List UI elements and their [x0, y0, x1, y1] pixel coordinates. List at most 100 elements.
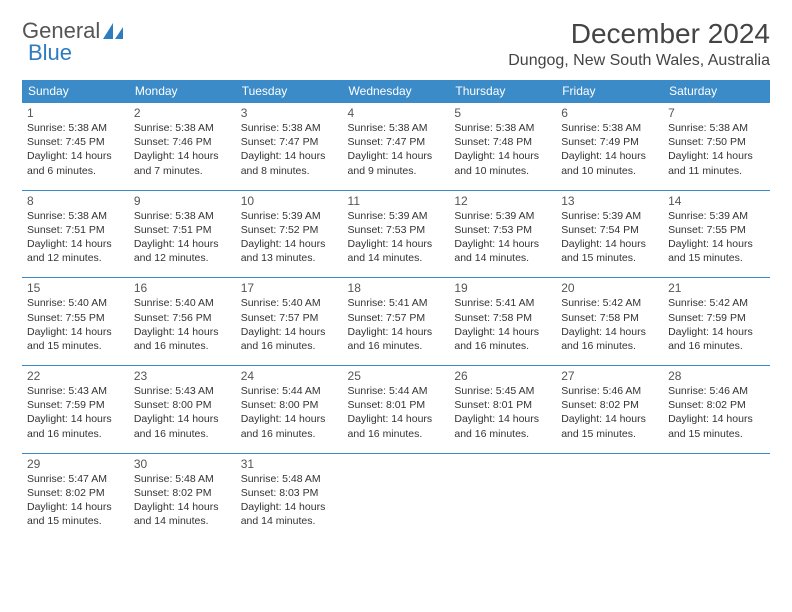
col-wednesday: Wednesday — [343, 80, 450, 102]
sunset-text: Sunset: 8:01 PM — [348, 398, 445, 412]
daylight-text-1: Daylight: 14 hours — [134, 237, 231, 251]
sunset-text: Sunset: 8:00 PM — [134, 398, 231, 412]
sunset-text: Sunset: 7:56 PM — [134, 311, 231, 325]
sunset-text: Sunset: 8:02 PM — [668, 398, 765, 412]
sunrise-text: Sunrise: 5:42 AM — [561, 296, 658, 310]
sunrise-text: Sunrise: 5:40 AM — [134, 296, 231, 310]
sunset-text: Sunset: 8:01 PM — [454, 398, 551, 412]
daylight-text-2: and 15 minutes. — [27, 514, 124, 528]
day-number: 4 — [348, 106, 445, 120]
sunrise-text: Sunrise: 5:38 AM — [27, 209, 124, 223]
daylight-text-2: and 16 minutes. — [454, 339, 551, 353]
day-cell: 5Sunrise: 5:38 AMSunset: 7:48 PMDaylight… — [449, 102, 556, 184]
sunset-text: Sunset: 7:58 PM — [561, 311, 658, 325]
week-row: 8Sunrise: 5:38 AMSunset: 7:51 PMDaylight… — [22, 190, 770, 272]
day-number: 7 — [668, 106, 765, 120]
daylight-text-1: Daylight: 14 hours — [348, 237, 445, 251]
day-number: 10 — [241, 194, 338, 208]
daylight-text-1: Daylight: 14 hours — [561, 412, 658, 426]
day-cell: 28Sunrise: 5:46 AMSunset: 8:02 PMDayligh… — [663, 365, 770, 447]
daylight-text-1: Daylight: 14 hours — [348, 412, 445, 426]
daylight-text-1: Daylight: 14 hours — [668, 412, 765, 426]
day-cell: 8Sunrise: 5:38 AMSunset: 7:51 PMDaylight… — [22, 190, 129, 272]
day-cell: 23Sunrise: 5:43 AMSunset: 8:00 PMDayligh… — [129, 365, 236, 447]
sunset-text: Sunset: 7:57 PM — [241, 311, 338, 325]
sunrise-text: Sunrise: 5:44 AM — [241, 384, 338, 398]
day-cell: 3Sunrise: 5:38 AMSunset: 7:47 PMDaylight… — [236, 102, 343, 184]
day-cell: 20Sunrise: 5:42 AMSunset: 7:58 PMDayligh… — [556, 277, 663, 359]
daylight-text-2: and 6 minutes. — [27, 164, 124, 178]
col-saturday: Saturday — [663, 80, 770, 102]
sail-icon — [102, 22, 124, 40]
day-cell: 22Sunrise: 5:43 AMSunset: 7:59 PMDayligh… — [22, 365, 129, 447]
daylight-text-1: Daylight: 14 hours — [27, 412, 124, 426]
sunrise-text: Sunrise: 5:38 AM — [454, 121, 551, 135]
day-cell: 25Sunrise: 5:44 AMSunset: 8:01 PMDayligh… — [343, 365, 450, 447]
daylight-text-1: Daylight: 14 hours — [561, 237, 658, 251]
day-cell: 19Sunrise: 5:41 AMSunset: 7:58 PMDayligh… — [449, 277, 556, 359]
daylight-text-1: Daylight: 14 hours — [454, 325, 551, 339]
sunset-text: Sunset: 7:51 PM — [134, 223, 231, 237]
sunrise-text: Sunrise: 5:40 AM — [241, 296, 338, 310]
daylight-text-1: Daylight: 14 hours — [454, 149, 551, 163]
daylight-text-2: and 16 minutes. — [134, 427, 231, 441]
daylight-text-2: and 16 minutes. — [134, 339, 231, 353]
sunset-text: Sunset: 8:02 PM — [27, 486, 124, 500]
daylight-text-2: and 15 minutes. — [27, 339, 124, 353]
day-number: 9 — [134, 194, 231, 208]
sunrise-text: Sunrise: 5:43 AM — [27, 384, 124, 398]
week-row: 15Sunrise: 5:40 AMSunset: 7:55 PMDayligh… — [22, 277, 770, 359]
daylight-text-2: and 16 minutes. — [348, 339, 445, 353]
col-sunday: Sunday — [22, 80, 129, 102]
daylight-text-2: and 16 minutes. — [348, 427, 445, 441]
daylight-text-2: and 10 minutes. — [561, 164, 658, 178]
daylight-text-1: Daylight: 14 hours — [27, 237, 124, 251]
day-cell: 26Sunrise: 5:45 AMSunset: 8:01 PMDayligh… — [449, 365, 556, 447]
sunrise-text: Sunrise: 5:45 AM — [454, 384, 551, 398]
day-number: 5 — [454, 106, 551, 120]
day-number: 25 — [348, 369, 445, 383]
sunrise-text: Sunrise: 5:38 AM — [134, 209, 231, 223]
sunset-text: Sunset: 7:59 PM — [27, 398, 124, 412]
daylight-text-1: Daylight: 14 hours — [241, 500, 338, 514]
sunset-text: Sunset: 7:50 PM — [668, 135, 765, 149]
daylight-text-2: and 10 minutes. — [454, 164, 551, 178]
day-number: 13 — [561, 194, 658, 208]
day-number: 6 — [561, 106, 658, 120]
day-cell: 9Sunrise: 5:38 AMSunset: 7:51 PMDaylight… — [129, 190, 236, 272]
col-friday: Friday — [556, 80, 663, 102]
daylight-text-1: Daylight: 14 hours — [27, 149, 124, 163]
day-number: 20 — [561, 281, 658, 295]
day-cell: 6Sunrise: 5:38 AMSunset: 7:49 PMDaylight… — [556, 102, 663, 184]
day-cell: 4Sunrise: 5:38 AMSunset: 7:47 PMDaylight… — [343, 102, 450, 184]
daylight-text-1: Daylight: 14 hours — [668, 237, 765, 251]
day-cell: 16Sunrise: 5:40 AMSunset: 7:56 PMDayligh… — [129, 277, 236, 359]
month-title: December 2024 — [508, 18, 770, 50]
day-number: 11 — [348, 194, 445, 208]
daylight-text-2: and 14 minutes. — [348, 251, 445, 265]
sunrise-text: Sunrise: 5:39 AM — [561, 209, 658, 223]
day-cell: 24Sunrise: 5:44 AMSunset: 8:00 PMDayligh… — [236, 365, 343, 447]
col-tuesday: Tuesday — [236, 80, 343, 102]
daylight-text-2: and 11 minutes. — [668, 164, 765, 178]
day-cell — [663, 453, 770, 531]
day-number: 30 — [134, 457, 231, 471]
day-number: 2 — [134, 106, 231, 120]
day-number: 15 — [27, 281, 124, 295]
daylight-text-1: Daylight: 14 hours — [668, 149, 765, 163]
day-cell: 17Sunrise: 5:40 AMSunset: 7:57 PMDayligh… — [236, 277, 343, 359]
sunrise-text: Sunrise: 5:39 AM — [241, 209, 338, 223]
day-number: 27 — [561, 369, 658, 383]
week-row: 22Sunrise: 5:43 AMSunset: 7:59 PMDayligh… — [22, 365, 770, 447]
sunrise-text: Sunrise: 5:39 AM — [454, 209, 551, 223]
sunset-text: Sunset: 7:47 PM — [241, 135, 338, 149]
day-number: 19 — [454, 281, 551, 295]
daylight-text-1: Daylight: 14 hours — [241, 149, 338, 163]
brand-part2: Blue — [28, 40, 72, 66]
daylight-text-2: and 16 minutes. — [561, 339, 658, 353]
title-block: December 2024 Dungog, New South Wales, A… — [508, 18, 770, 70]
daylight-text-2: and 16 minutes. — [454, 427, 551, 441]
daylight-text-1: Daylight: 14 hours — [561, 325, 658, 339]
daylight-text-2: and 7 minutes. — [134, 164, 231, 178]
sunrise-text: Sunrise: 5:39 AM — [668, 209, 765, 223]
